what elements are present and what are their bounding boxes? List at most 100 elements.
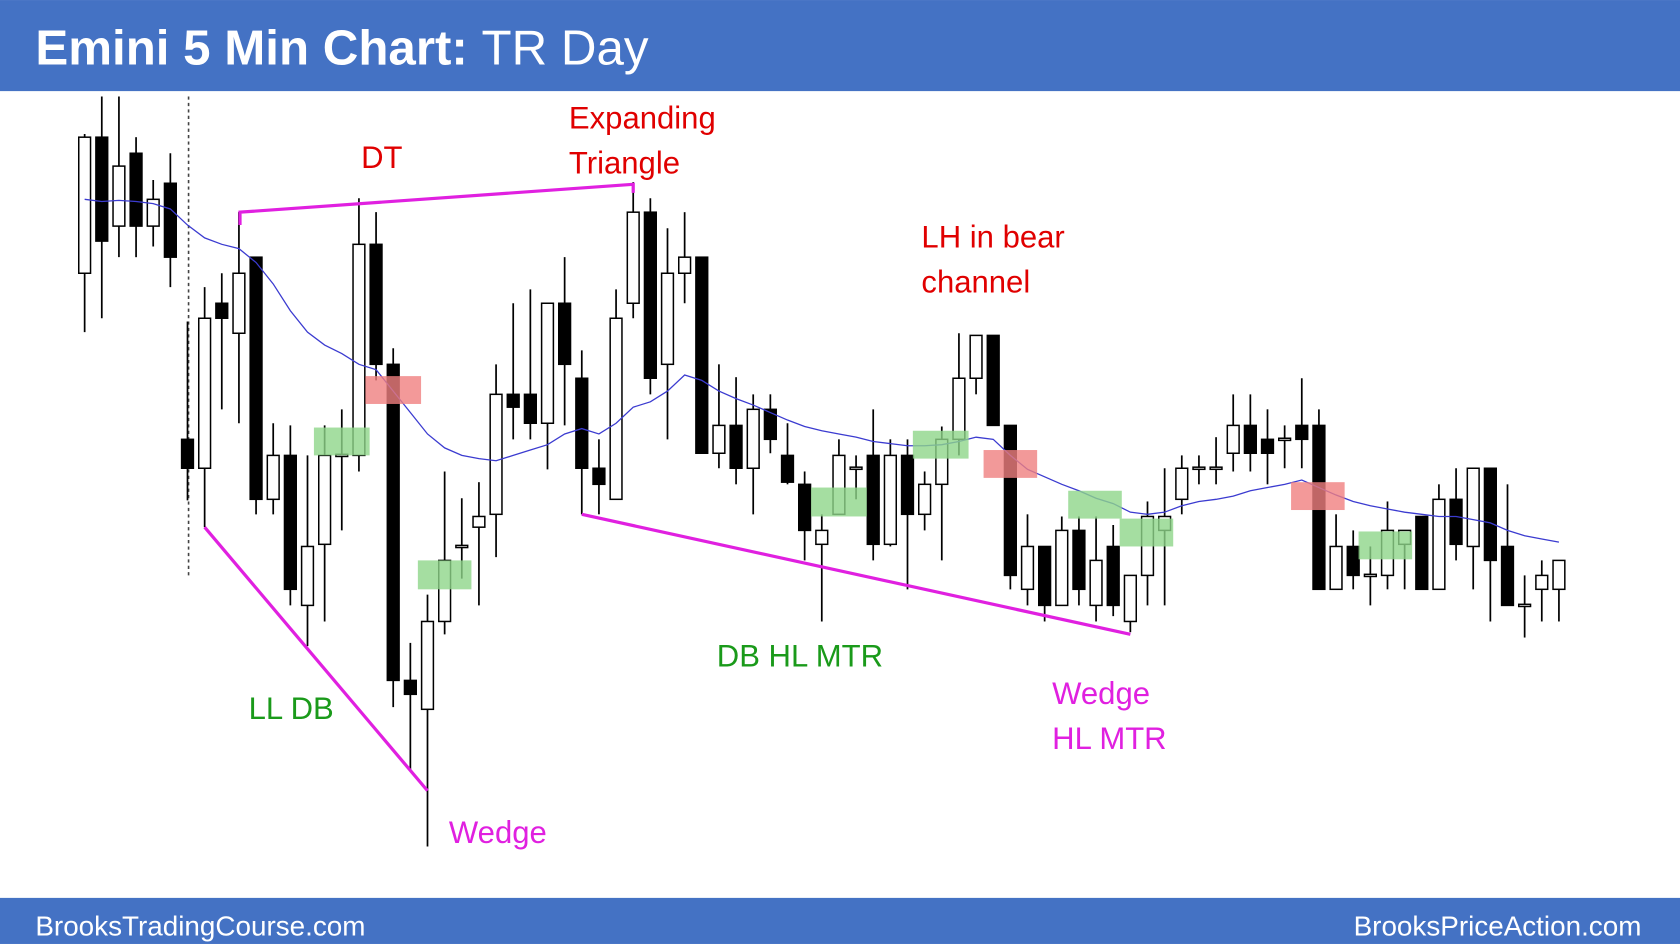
candle-body xyxy=(249,256,263,501)
candle-body xyxy=(232,272,246,335)
candle-body xyxy=(1055,529,1069,607)
candle-body xyxy=(1449,498,1463,546)
header-band xyxy=(0,0,1680,92)
candle-body xyxy=(643,211,657,380)
annotation: Wedge HL MTR xyxy=(1052,676,1166,756)
candle-body xyxy=(866,454,880,546)
candle-body xyxy=(1243,424,1257,455)
candle-body xyxy=(592,467,606,486)
candle-body xyxy=(1500,545,1515,607)
candle-body xyxy=(455,544,469,549)
candle-body xyxy=(1363,573,1377,578)
sell-signal xyxy=(983,450,1038,478)
wedge-line xyxy=(203,526,429,792)
sell-signal xyxy=(1291,482,1345,511)
candle-body xyxy=(1209,466,1223,471)
annotation-line: HL MTR xyxy=(1052,721,1166,756)
candle-body xyxy=(1175,467,1189,501)
candle-body xyxy=(815,529,829,546)
candle-body xyxy=(712,424,726,455)
candle-body xyxy=(1466,467,1480,548)
annotation: LL DB xyxy=(249,691,334,726)
candle-body xyxy=(918,483,932,516)
plot xyxy=(78,96,1566,847)
candle-body xyxy=(900,454,915,516)
candle-body xyxy=(660,272,675,366)
candle-body xyxy=(266,454,280,501)
buy-signal xyxy=(1358,531,1413,560)
candle-body xyxy=(1415,515,1429,591)
candle-body xyxy=(180,438,195,470)
candle-body xyxy=(112,165,126,227)
buy-signal xyxy=(912,430,969,459)
buy-signal xyxy=(417,560,472,590)
title-rest: TR Day xyxy=(482,20,649,75)
candle-body xyxy=(300,545,315,607)
buy-signal xyxy=(811,487,867,517)
candle-body xyxy=(146,198,160,227)
candle-body xyxy=(403,679,417,696)
annotation-line: Wedge xyxy=(449,815,547,850)
candle-body xyxy=(1346,545,1360,577)
candle-body xyxy=(95,136,109,242)
annotation-line: LH in bear xyxy=(921,220,1064,255)
candle-body xyxy=(849,466,863,471)
candle-body xyxy=(1192,466,1206,471)
candle-body xyxy=(489,393,503,516)
candle-body xyxy=(1020,545,1035,591)
annotation-line: Triangle xyxy=(569,146,680,181)
candle-body xyxy=(695,256,709,455)
candle-body xyxy=(609,317,623,501)
annotation-line: DT xyxy=(361,140,402,175)
candle-body xyxy=(215,302,229,320)
candle-body xyxy=(1535,574,1549,591)
candle-body xyxy=(1432,498,1446,591)
candle-body xyxy=(969,334,983,380)
candle-body xyxy=(986,334,1000,427)
footer-band xyxy=(0,897,1680,944)
candle-body xyxy=(1038,545,1052,607)
candle-body xyxy=(1106,545,1120,607)
candle-body xyxy=(1483,467,1497,562)
candle-body xyxy=(1518,603,1532,608)
signal-boxes xyxy=(313,376,1413,590)
candle-body xyxy=(78,136,92,274)
buy-signal xyxy=(1068,490,1122,519)
annotation: Wedge xyxy=(449,815,547,850)
footer-left: BrooksTradingCourse.com xyxy=(35,910,365,941)
chart-title: Emini 5 Min Chart: TR Day xyxy=(35,20,649,75)
candle-body xyxy=(678,256,692,275)
trend-lines xyxy=(203,182,1131,792)
candle-body xyxy=(386,363,400,682)
candle-body xyxy=(317,454,332,546)
candle-body xyxy=(883,454,897,546)
candle-body xyxy=(1295,424,1309,441)
annotation: DT xyxy=(361,140,402,175)
candle-body xyxy=(1552,559,1566,591)
candle-body xyxy=(472,515,486,528)
sell-signal xyxy=(365,376,422,404)
annotation: DB HL MTR xyxy=(717,638,883,673)
triangle-top-line xyxy=(238,182,635,226)
buy-signal xyxy=(313,427,370,456)
buy-signal xyxy=(1119,518,1174,547)
candle-body xyxy=(1329,545,1343,591)
candle-body xyxy=(163,182,177,258)
annotation: Expanding Triangle xyxy=(569,101,716,181)
annotation-line: LL DB xyxy=(249,691,334,726)
candle-body xyxy=(729,424,743,470)
annotation-line: DB HL MTR xyxy=(717,638,883,673)
triangle-bottom-line xyxy=(581,512,1131,636)
candle-body xyxy=(283,454,297,591)
candle-body xyxy=(780,454,795,483)
candle-body xyxy=(129,152,143,227)
annotation-line: channel xyxy=(921,265,1030,300)
candle-body xyxy=(1003,424,1017,577)
candle-body xyxy=(1260,438,1275,455)
candle-body xyxy=(558,302,572,366)
footer-right: BrooksPriceAction.com xyxy=(1354,910,1642,941)
candle-body xyxy=(1278,437,1292,442)
candle-body xyxy=(626,211,640,305)
